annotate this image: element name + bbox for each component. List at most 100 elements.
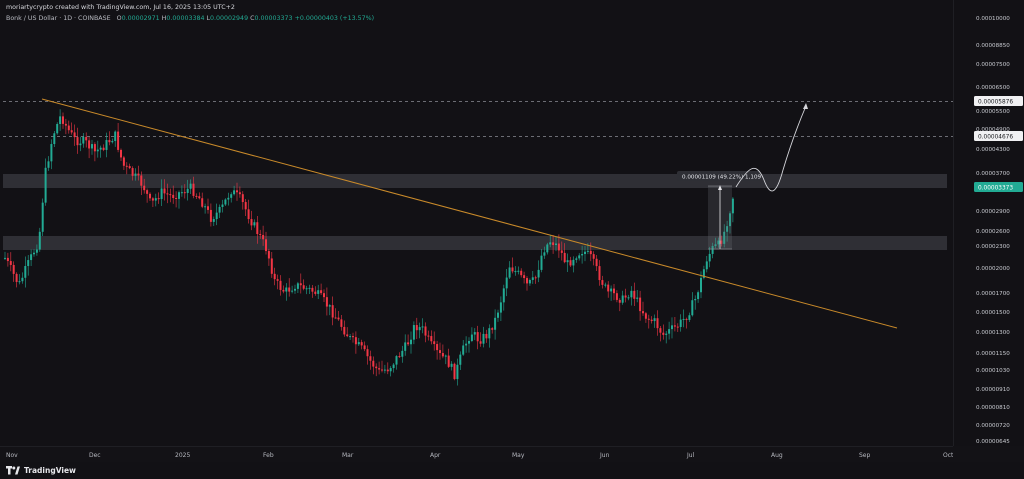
candle-body [53, 133, 56, 145]
candle-body [682, 318, 685, 320]
candle-body [552, 242, 555, 245]
candle-body [613, 288, 615, 294]
time-axis-svg: Nov Dec 2025 Feb Mar Apr May Jun Jul Aug Sep Oct [6, 452, 954, 459]
candle-body [56, 124, 59, 134]
candle-body [673, 325, 676, 327]
candle-body [708, 253, 711, 262]
candle-body [621, 295, 624, 303]
candle-body [125, 165, 128, 167]
candle-body [598, 266, 601, 281]
chart-pane[interactable]: moriartycrypto created with TradingView.… [0, 0, 953, 446]
candle-body [607, 284, 610, 292]
candle-body [456, 364, 459, 380]
candle-body [163, 188, 166, 194]
candle-body [578, 255, 581, 259]
candle-body [389, 368, 392, 372]
candle-body [294, 288, 296, 291]
candle-body [105, 140, 108, 150]
measure-label: 0.00001109 (49.22%) 1,109 [682, 175, 762, 181]
candle-body [633, 290, 636, 299]
candle-body [465, 343, 468, 346]
candle-body [436, 344, 439, 351]
candle-body [282, 289, 285, 292]
candle-body [276, 279, 279, 281]
candle-body [702, 269, 705, 278]
candle-body [117, 131, 120, 150]
candle-body [482, 333, 485, 344]
candle-body [33, 252, 35, 255]
candle-body [35, 249, 38, 253]
candle-body [526, 278, 528, 284]
candle-body [499, 302, 502, 313]
candle-body [47, 161, 50, 168]
candle-body [494, 317, 497, 330]
candle-body [27, 260, 30, 267]
time-tick-label: May [512, 452, 525, 459]
projection-path[interactable] [735, 105, 807, 192]
candle-body [311, 287, 314, 292]
time-axis[interactable]: Nov Dec 2025 Feb Mar Apr May Jun Jul Aug Sep Oct [0, 446, 954, 463]
candle-body [720, 240, 723, 244]
candle-body [157, 198, 160, 200]
candle-body [360, 342, 363, 346]
candle-body [175, 197, 178, 199]
time-tick-label: Aug [771, 452, 783, 459]
candle-body [705, 261, 708, 270]
candle-body [67, 125, 70, 131]
candle-body [726, 226, 729, 232]
candle-body [549, 242, 552, 245]
support-zone[interactable] [3, 236, 947, 250]
candle-body [470, 334, 473, 341]
candle-body [140, 175, 143, 186]
candle-body [323, 293, 325, 298]
candle-body [9, 261, 12, 265]
candle-body [198, 196, 201, 199]
price-tick-label: 0.00001300 [976, 330, 1010, 336]
candle-body [262, 235, 265, 240]
candle-body [273, 273, 276, 280]
candle-body [209, 209, 212, 222]
candle-body [592, 254, 595, 259]
close-label: C [250, 15, 255, 22]
tradingview-logo[interactable]: TradingView [6, 466, 76, 475]
level-tag-lower-bg [974, 131, 1023, 141]
candle-body [636, 297, 639, 299]
candle-body [236, 190, 238, 193]
candle-body [270, 258, 273, 274]
price-tick-label: 0.00000645 [976, 439, 1010, 445]
candle-body [279, 280, 282, 290]
candle-body [4, 257, 6, 259]
descending-trendline[interactable] [41, 98, 898, 329]
candle-body [378, 368, 381, 370]
candle-body [122, 157, 125, 166]
candle-body [630, 290, 633, 298]
symbol-name[interactable]: Bonk / US Dollar · 1D · COINBASE [6, 15, 111, 22]
symbol-legend[interactable]: Bonk / US Dollar · 1D · COINBASE O0.0000… [6, 15, 374, 22]
candle-body [204, 206, 207, 208]
candle-body [729, 213, 731, 227]
candle-body [6, 257, 9, 262]
candle-body [676, 326, 679, 328]
candle-body [372, 360, 375, 367]
candle-body [76, 137, 79, 146]
candle-body [697, 292, 700, 300]
price-axis[interactable]: 0.00010000 0.00008850 0.00007500 0.00006500… [953, 0, 1024, 446]
price-tick-label: 0.00001700 [976, 291, 1010, 297]
candle-body [62, 116, 64, 124]
candle-body [700, 277, 702, 293]
candle-body [540, 255, 543, 270]
candle-body [96, 149, 99, 152]
candle-body [128, 166, 131, 169]
low-value: 0.00002949 [210, 15, 249, 22]
open-value: 0.00002971 [121, 15, 160, 22]
candle-body [398, 356, 401, 358]
candle-body [557, 243, 560, 251]
candle-body [369, 356, 372, 361]
candle-body [615, 293, 618, 300]
candle-body [447, 355, 450, 367]
candle-body [38, 231, 41, 250]
price-chart[interactable]: 0.00001109 (49.22%) 1,109 [0, 0, 953, 446]
candle-body [215, 212, 218, 220]
candle-body [430, 336, 433, 342]
candle-body [149, 193, 151, 199]
